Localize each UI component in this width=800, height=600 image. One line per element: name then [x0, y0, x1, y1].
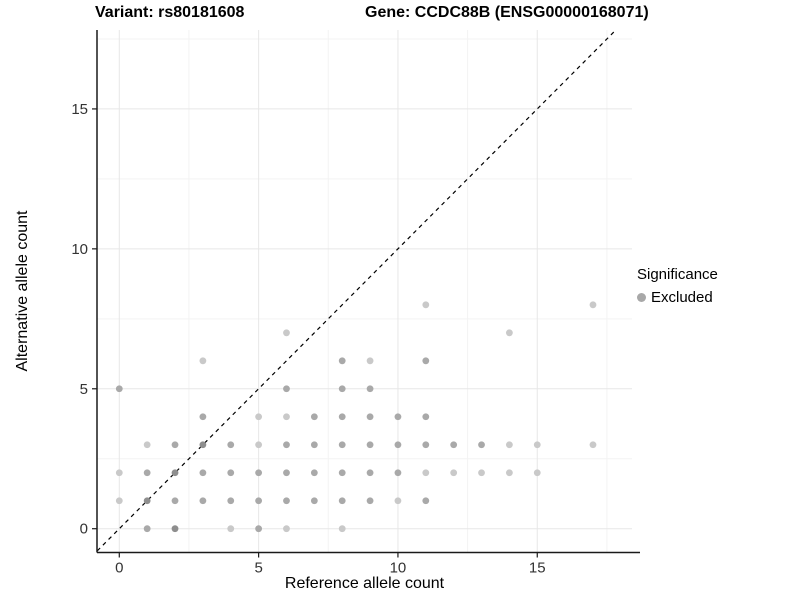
data-point: [394, 469, 402, 477]
data-point: [422, 469, 430, 477]
data-point: [227, 469, 235, 477]
variant-title: Variant: rs80181608: [95, 4, 245, 21]
data-point: [589, 441, 597, 449]
y-axis-label: Alternative allele count: [14, 210, 31, 372]
data-point: [422, 413, 430, 421]
data-point: [283, 441, 290, 449]
data-point: [394, 497, 402, 505]
data-point: [199, 441, 207, 449]
data-point: [366, 469, 374, 477]
data-point: [255, 525, 263, 533]
data-point: [505, 441, 513, 449]
data-point: [366, 497, 374, 505]
data-point: [310, 469, 318, 477]
legend-point-icon: [637, 293, 646, 302]
data-point: [422, 357, 430, 365]
data-point: [422, 497, 430, 505]
data-point: [338, 525, 346, 533]
data-point: [227, 525, 235, 533]
data-point: [143, 441, 151, 449]
data-point: [338, 469, 346, 477]
x-tick-label: 0: [115, 560, 123, 577]
data-point: [227, 497, 235, 505]
y-tick-label: 0: [80, 521, 88, 538]
data-point: [283, 329, 290, 337]
data-point: [143, 497, 151, 505]
data-point: [366, 441, 374, 449]
data-point: [338, 497, 346, 505]
data-point: [394, 441, 402, 449]
data-point: [227, 441, 235, 449]
data-point: [255, 413, 263, 421]
data-point: [450, 441, 458, 449]
x-tick-label: 5: [254, 560, 262, 577]
legend-entry-excluded: Excluded: [637, 289, 718, 306]
data-point: [338, 441, 346, 449]
data-point: [505, 469, 513, 477]
data-point: [171, 497, 179, 505]
data-point: [450, 469, 458, 477]
x-tick-label: 10: [390, 560, 407, 577]
data-point: [115, 497, 123, 505]
data-point: [589, 301, 597, 309]
data-point: [283, 413, 290, 421]
data-point: [199, 497, 207, 505]
data-point: [366, 357, 374, 365]
data-point: [283, 385, 290, 393]
data-point: [533, 469, 541, 477]
data-point: [338, 357, 346, 365]
data-point: [366, 413, 374, 421]
data-point: [338, 385, 346, 393]
data-point: [533, 441, 541, 449]
data-point: [255, 441, 263, 449]
gene-title: Gene: CCDC88B (ENSG00000168071): [365, 4, 649, 21]
legend-title: Significance: [637, 266, 718, 283]
data-point: [478, 469, 485, 477]
y-tick-label: 10: [71, 241, 88, 258]
legend-entry-label: Excluded: [651, 289, 713, 306]
data-point: [255, 497, 263, 505]
data-point: [143, 525, 151, 533]
x-axis-label: Reference allele count: [284, 575, 445, 592]
data-point: [310, 497, 318, 505]
data-point: [171, 441, 179, 449]
data-point: [199, 413, 207, 421]
data-point: [283, 497, 290, 505]
data-point: [255, 469, 263, 477]
data-point: [115, 469, 123, 477]
data-point: [199, 469, 207, 477]
data-point: [283, 525, 290, 533]
data-point: [310, 413, 318, 421]
data-point: [310, 441, 318, 449]
data-point: [143, 469, 151, 477]
data-point: [422, 301, 430, 309]
data-point: [366, 385, 374, 393]
data-point: [199, 357, 207, 365]
x-tick-label: 15: [529, 560, 546, 577]
legend: Significance Excluded: [637, 266, 718, 306]
data-point: [422, 441, 430, 449]
identity-line: [96, 29, 617, 552]
data-point: [171, 469, 179, 477]
y-tick-label: 5: [80, 381, 88, 398]
data-point: [338, 413, 346, 421]
data-point: [478, 441, 485, 449]
data-point: [115, 385, 123, 393]
data-point: [171, 525, 179, 533]
y-tick-label: 15: [71, 101, 88, 118]
data-point: [394, 413, 402, 421]
data-point: [505, 329, 513, 337]
data-point: [283, 469, 290, 477]
